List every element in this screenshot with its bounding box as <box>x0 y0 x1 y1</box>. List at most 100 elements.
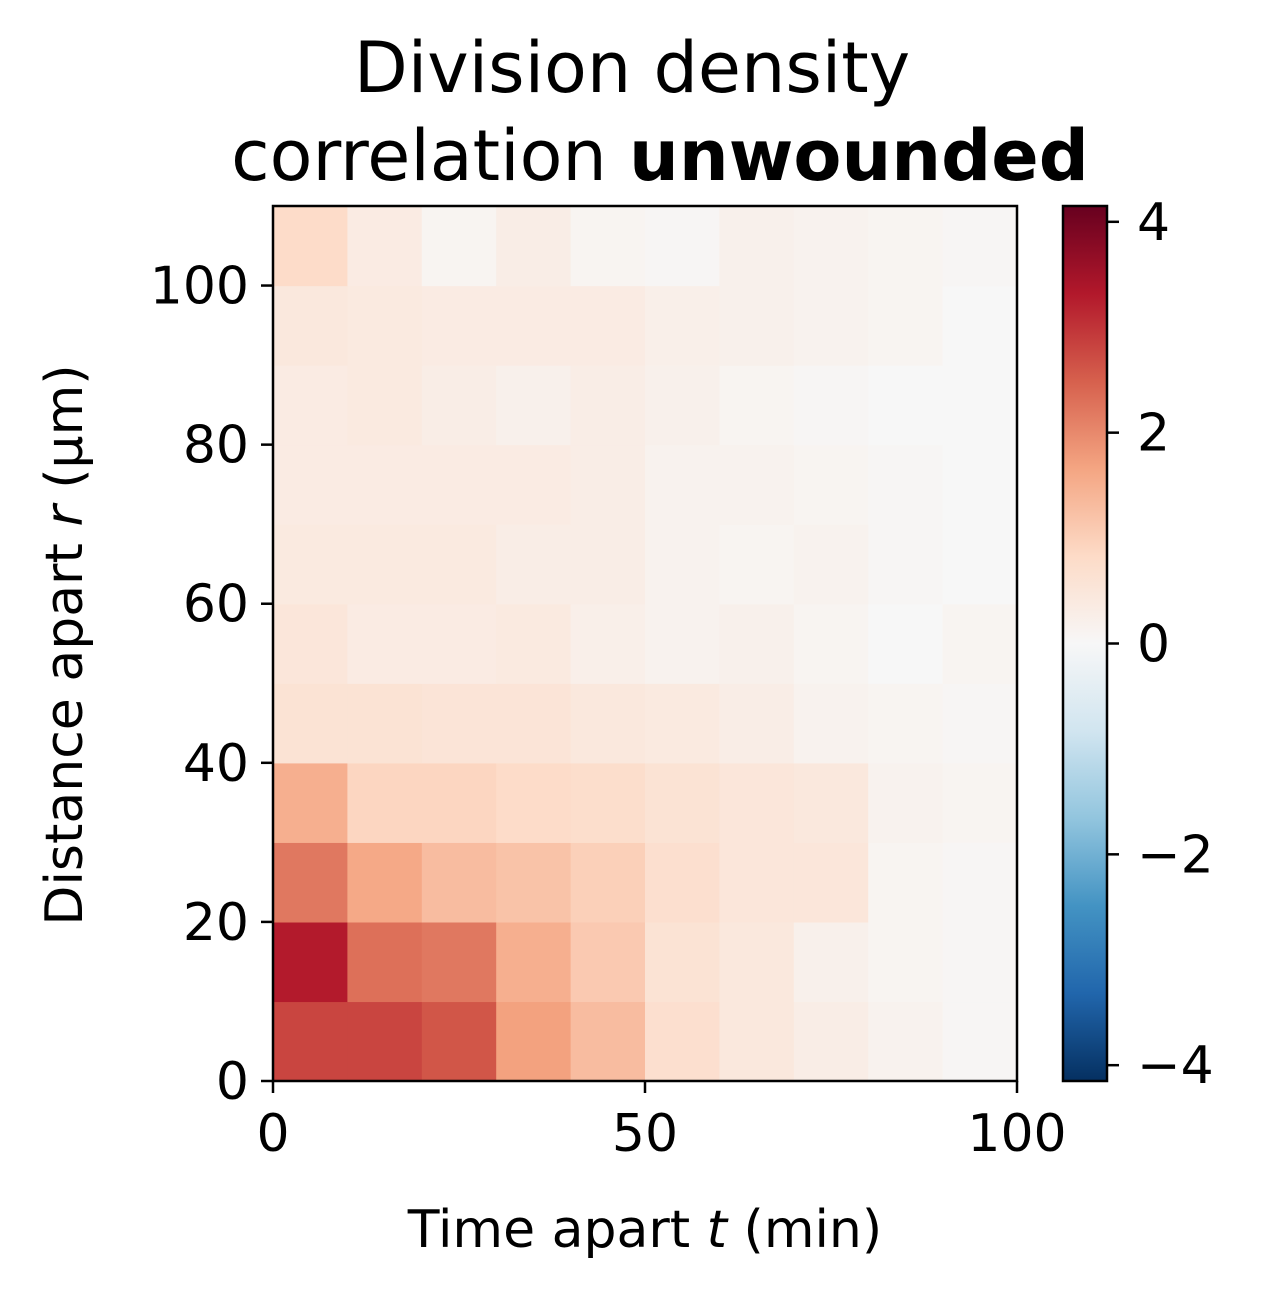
heatmap-cell <box>273 444 348 525</box>
heatmap-cell <box>868 921 944 1003</box>
heatmap-cell <box>645 206 720 287</box>
heatmap-cell <box>645 365 720 446</box>
heatmap-cell <box>273 683 348 764</box>
y-tick-label: 80 <box>183 416 249 476</box>
x-tick-label: 50 <box>612 1104 678 1164</box>
heatmap-cell <box>868 365 944 446</box>
heatmap-cell <box>421 842 497 923</box>
heatmap-cell <box>793 921 869 1003</box>
heatmap-cell <box>868 842 944 923</box>
heatmap-cell <box>942 444 1018 525</box>
heatmap-cell <box>347 365 423 446</box>
heatmap-cell <box>793 206 869 287</box>
heatmap-cell <box>570 524 646 605</box>
heatmap-cell <box>347 206 423 287</box>
y-axis-label-suffix: (μm) <box>35 364 95 505</box>
heatmap-cell <box>496 1001 572 1082</box>
heatmap-cell <box>793 842 869 923</box>
x-axis-label-suffix: (min) <box>727 1200 882 1260</box>
heatmap-cell <box>719 762 795 843</box>
heatmap-cell <box>273 921 348 1003</box>
heatmap-cell <box>347 285 423 366</box>
colorbar-tick-label: 2 <box>1137 404 1170 464</box>
heatmap-cell <box>570 206 646 287</box>
y-axis-label-var: r <box>35 502 95 527</box>
heatmap-cell <box>868 206 944 287</box>
heatmap-cell <box>496 365 572 446</box>
chart-title-line2-prefix: correlation <box>231 115 629 197</box>
heatmap-cell <box>570 1001 646 1082</box>
heatmap-cell <box>719 842 795 923</box>
chart-title-line1: Division density <box>354 27 910 109</box>
heatmap-cell <box>421 762 497 843</box>
y-tick-label: 100 <box>150 257 249 317</box>
heatmap-cell <box>719 921 795 1003</box>
heatmap-cell <box>645 444 720 525</box>
heatmap-cell <box>496 683 572 764</box>
heatmap-cell <box>421 524 497 605</box>
heatmap-cell <box>793 683 869 764</box>
heatmap-cell <box>570 285 646 366</box>
heatmap-cell <box>793 524 869 605</box>
heatmap-cell <box>570 683 646 764</box>
x-tick-label: 100 <box>967 1104 1066 1164</box>
heatmap-cell <box>273 1001 348 1082</box>
heatmap-cell <box>347 524 423 605</box>
heatmap-cell <box>868 524 944 605</box>
heatmap-cell <box>273 206 348 287</box>
heatmap-cell <box>496 842 572 923</box>
heatmap-cell <box>496 285 572 366</box>
heatmap-cell <box>421 285 497 366</box>
y-tick-label: 0 <box>216 1052 249 1112</box>
x-tick-label: 0 <box>256 1104 289 1164</box>
heatmap-cell <box>347 1001 423 1082</box>
heatmap-cell <box>347 921 423 1003</box>
heatmap-cell <box>273 762 348 843</box>
heatmap-cell <box>496 921 572 1003</box>
heatmap-cell <box>421 921 497 1003</box>
heatmap-cell <box>942 524 1018 605</box>
heatmap-cell <box>347 762 423 843</box>
heatmap-cell <box>347 842 423 923</box>
heatmap-cell <box>496 762 572 843</box>
heatmap-cell <box>273 603 348 684</box>
heatmap-cell <box>719 365 795 446</box>
heatmap-cell <box>719 206 795 287</box>
chart-title-line2-bold: unwounded <box>629 115 1089 197</box>
heatmap-cell <box>273 842 348 923</box>
heatmap-cell <box>570 762 646 843</box>
heatmap-cell <box>273 365 348 446</box>
heatmap-cell <box>942 921 1018 1003</box>
heatmap-cell <box>719 285 795 366</box>
heatmap-cell <box>793 365 869 446</box>
heatmap-cell <box>942 365 1018 446</box>
heatmap-cell <box>570 921 646 1003</box>
heatmap-cell <box>793 444 869 525</box>
y-axis-label: Distance apart r (μm) <box>35 364 95 925</box>
heatmap-cell <box>645 842 720 923</box>
heatmap-cell <box>645 762 720 843</box>
heatmap-cell <box>942 1001 1018 1082</box>
heatmap-cell <box>942 762 1018 843</box>
heatmap-cell <box>868 603 944 684</box>
x-axis-label-var: t <box>707 1200 729 1260</box>
heatmap-cell <box>347 603 423 684</box>
chart-title-line2: correlation unwounded <box>231 115 1089 197</box>
colorbar-tick-label: −4 <box>1137 1036 1214 1096</box>
heatmap-cell <box>421 683 497 764</box>
y-tick-label: 60 <box>183 575 249 635</box>
heatmap-cell <box>793 762 869 843</box>
heatmap-cell <box>570 603 646 684</box>
heatmap-cell <box>645 603 720 684</box>
heatmap-cell <box>719 524 795 605</box>
colorbar-tick-label: −2 <box>1137 825 1214 885</box>
colorbar-tick-label: 4 <box>1137 193 1170 253</box>
heatmap-cell <box>793 1001 869 1082</box>
heatmap-cell <box>273 285 348 366</box>
heatmap-cell <box>942 842 1018 923</box>
y-axis-ticks: 0 20 40 60 80 100 <box>150 257 273 1112</box>
heatmap-cell <box>942 683 1018 764</box>
heatmap-cell <box>868 762 944 843</box>
heatmap-cell <box>719 603 795 684</box>
